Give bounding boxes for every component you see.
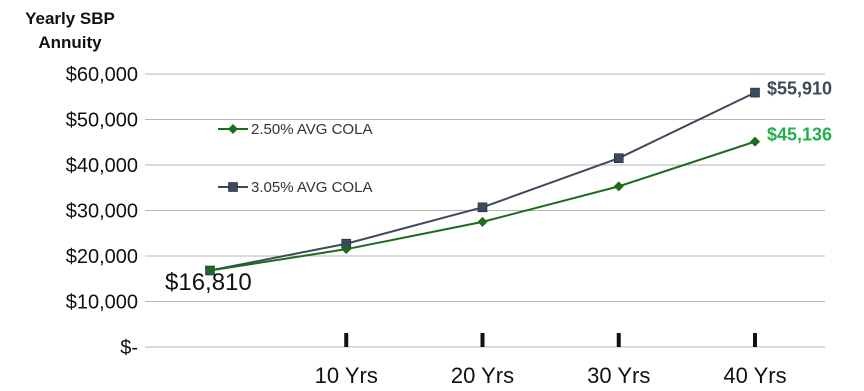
data-labels: $45,136 $55,910 $16,810 (165, 79, 832, 296)
series-0 (205, 136, 760, 276)
legend-marker-1 (228, 182, 238, 192)
series-1-point-2 (477, 202, 488, 213)
legend: 2.50% AVG COLA 3.05% AVG COLA (218, 121, 372, 196)
end-label-0: $45,136 (767, 125, 832, 145)
y-tick-label-2: $20,000 (66, 246, 138, 268)
x-tick-label-2: 30 Yrs (587, 363, 650, 388)
series-0-point-0 (205, 265, 215, 276)
legend-label-1: 3.05% AVG COLA (251, 179, 372, 196)
series-0-point-2 (477, 216, 488, 227)
start-value-label: $16,810 (165, 269, 252, 296)
x-tick-label-1: 20 Yrs (451, 363, 514, 388)
legend-marker-0 (228, 124, 238, 134)
gridlines (145, 73, 825, 348)
series-1-point-4 (750, 87, 760, 98)
end-label-1: $55,910 (767, 79, 832, 99)
series-1-point-3 (613, 153, 624, 163)
series-lines (205, 87, 760, 276)
y-axis-ticks: $- $10,000 $20,000 $30,000 $40,000 $50,000 $60… (66, 64, 138, 359)
y-axis-title: Yearly SBP Annuity (25, 9, 115, 52)
y-tick-label-0: $- (120, 337, 138, 359)
y-tick-label-6: $60,000 (66, 64, 138, 86)
y-tick-label-5: $50,000 (66, 110, 138, 132)
y-axis-title-line-0: Yearly SBP (25, 9, 115, 28)
x-tick-label-0: 10 Yrs (315, 363, 378, 388)
x-tick-mark-0 (344, 333, 349, 347)
series-0-point-4 (750, 136, 760, 147)
y-tick-label-4: $40,000 (66, 155, 138, 177)
y-tick-label-3: $30,000 (66, 201, 138, 223)
x-tick-mark-2 (616, 333, 621, 347)
x-tick-label-3: 40 Yrs (723, 363, 786, 388)
y-tick-label-1: $10,000 (66, 292, 138, 314)
x-axis-ticks: 10 Yrs 20 Yrs 30 Yrs 40 Yrs (315, 333, 787, 388)
x-tick-mark-1 (480, 333, 485, 347)
series-0-point-3 (613, 181, 624, 192)
y-axis-title-line-1: Annuity (38, 33, 102, 52)
x-tick-mark-3 (753, 333, 757, 347)
series-0-point-1 (341, 244, 352, 255)
legend-label-0: 2.50% AVG COLA (251, 121, 372, 138)
